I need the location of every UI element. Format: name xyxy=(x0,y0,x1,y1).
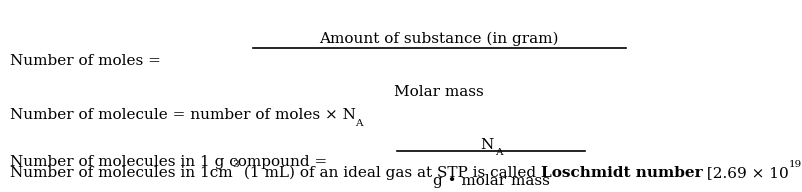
Text: Number of molecules in 1 g compound =: Number of molecules in 1 g compound = xyxy=(10,155,332,169)
Text: Number of molecule = number of moles × N: Number of molecule = number of moles × N xyxy=(10,108,355,122)
Text: A: A xyxy=(355,119,363,128)
Text: g • molar mass: g • molar mass xyxy=(433,175,549,188)
Text: A: A xyxy=(496,148,503,157)
Text: 19: 19 xyxy=(789,160,802,169)
Text: Loschmidt number: Loschmidt number xyxy=(541,166,703,180)
Text: Number of moles =: Number of moles = xyxy=(10,55,165,68)
Text: Molar mass: Molar mass xyxy=(395,85,484,99)
Text: [2.69 × 10: [2.69 × 10 xyxy=(703,166,789,180)
Text: N: N xyxy=(480,138,494,152)
Text: (1 mL) of an ideal gas at STP is called: (1 mL) of an ideal gas at STP is called xyxy=(239,166,541,180)
Text: Amount of substance (in gram): Amount of substance (in gram) xyxy=(319,31,559,46)
Text: Number of molecules in 1cm: Number of molecules in 1cm xyxy=(10,166,233,180)
Text: 3: 3 xyxy=(233,160,239,169)
